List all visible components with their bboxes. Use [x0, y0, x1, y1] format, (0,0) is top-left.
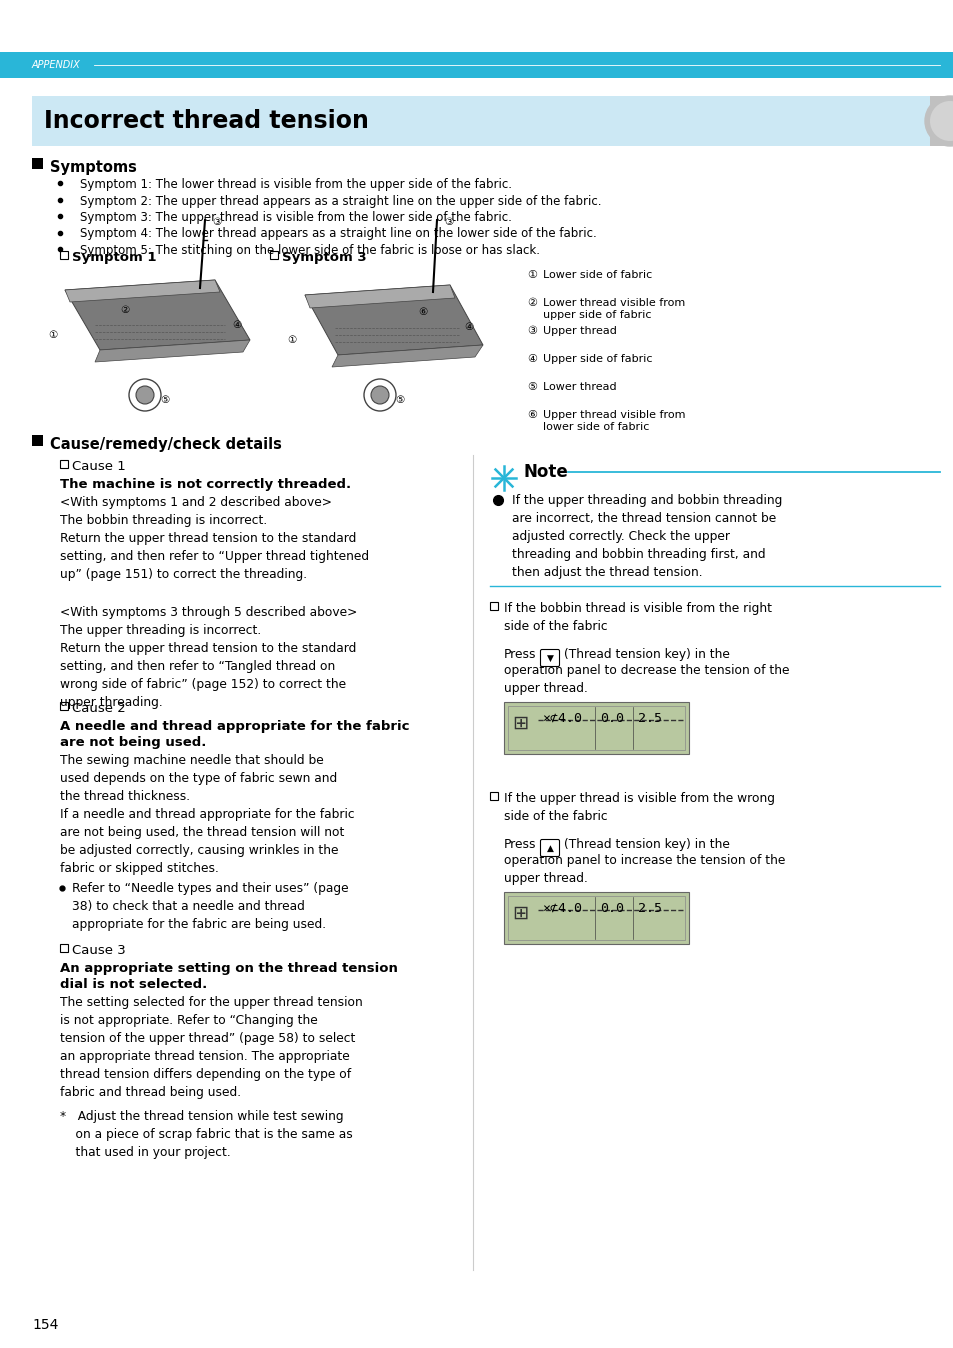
Text: ⑥: ⑥: [418, 307, 427, 317]
Circle shape: [129, 379, 161, 411]
Text: ×⊄4.0: ×⊄4.0: [541, 902, 581, 915]
Bar: [60, 702, 68, 710]
Text: ⊞: ⊞: [512, 905, 528, 923]
Text: <With symptoms 1 and 2 described above>
The bobbin threading is incorrect.
Retur: <With symptoms 1 and 2 described above> …: [60, 496, 369, 581]
Bar: [503, 702, 688, 754]
Text: Press: Press: [503, 838, 536, 851]
Text: APPENDIX: APPENDIX: [32, 61, 81, 70]
Text: Upper thread visible from
lower side of fabric: Upper thread visible from lower side of …: [542, 410, 685, 433]
Bar: [32, 158, 43, 168]
Text: 0.0: 0.0: [599, 902, 623, 915]
Bar: [32, 435, 43, 446]
Bar: [32, 96, 939, 146]
Text: ⑥: ⑥: [526, 410, 537, 421]
Text: If the upper thread is visible from the wrong
side of the fabric: If the upper thread is visible from the …: [503, 793, 774, 824]
Text: Refer to “Needle types and their uses” (page
38) to check that a needle and thre: Refer to “Needle types and their uses” (…: [71, 882, 348, 931]
Text: Lower thread visible from
upper side of fabric: Lower thread visible from upper side of …: [542, 298, 684, 321]
Polygon shape: [305, 284, 482, 355]
Circle shape: [924, 96, 953, 146]
Text: (Thread tension key) in the: (Thread tension key) in the: [563, 648, 729, 661]
Bar: [60, 251, 68, 259]
Text: Lower thread: Lower thread: [542, 381, 616, 392]
Text: ④: ④: [464, 322, 473, 332]
Bar: [929, 96, 949, 146]
Text: ▼: ▼: [546, 654, 553, 662]
Text: Symptom 1: The lower thread is visible from the upper side of the fabric.: Symptom 1: The lower thread is visible f…: [80, 178, 512, 191]
Text: ⊞: ⊞: [512, 714, 528, 733]
Text: Press: Press: [503, 648, 536, 661]
Polygon shape: [65, 280, 250, 350]
Circle shape: [929, 101, 953, 142]
Bar: [507, 706, 684, 749]
Text: ③: ③: [444, 217, 453, 226]
Bar: [60, 944, 68, 952]
Circle shape: [364, 379, 395, 411]
Text: Cause 2: Cause 2: [71, 702, 126, 714]
Text: A needle and thread appropriate for the fabric
are not being used.: A needle and thread appropriate for the …: [60, 720, 409, 749]
Polygon shape: [65, 280, 220, 302]
Circle shape: [371, 386, 389, 404]
Text: ④: ④: [526, 355, 537, 364]
FancyBboxPatch shape: [540, 650, 558, 666]
Bar: [0, 53, 953, 78]
Polygon shape: [332, 345, 482, 367]
Text: 154: 154: [32, 1318, 58, 1332]
Text: Symptom 3: The upper thread is visible from the lower side of the fabric.: Symptom 3: The upper thread is visible f…: [80, 212, 512, 224]
Text: Symptom 2: The upper thread appears as a straight line on the upper side of the : Symptom 2: The upper thread appears as a…: [80, 194, 601, 208]
Text: Upper thread: Upper thread: [542, 326, 617, 336]
Text: Cause 3: Cause 3: [71, 944, 126, 957]
Text: Symptoms: Symptoms: [50, 160, 136, 175]
Text: Cause/remedy/check details: Cause/remedy/check details: [50, 437, 281, 452]
Text: 0.0: 0.0: [599, 712, 623, 725]
Text: ①: ①: [526, 270, 537, 280]
Text: Symptom 1: Symptom 1: [71, 251, 156, 264]
Circle shape: [136, 386, 153, 404]
FancyBboxPatch shape: [540, 840, 558, 856]
Text: ⑤: ⑤: [526, 381, 537, 392]
Bar: [270, 251, 277, 259]
Text: The setting selected for the upper thread tension
is not appropriate. Refer to “: The setting selected for the upper threa…: [60, 996, 362, 1099]
Bar: [490, 603, 497, 611]
Polygon shape: [305, 284, 455, 307]
Text: 2.5: 2.5: [638, 712, 661, 725]
Text: Upper side of fabric: Upper side of fabric: [542, 355, 652, 364]
Text: Symptom 5: The stitching on the lower side of the fabric is loose or has slack.: Symptom 5: The stitching on the lower si…: [80, 244, 539, 257]
Text: ②: ②: [526, 298, 537, 307]
Text: *   Adjust the thread tension while test sewing
    on a piece of scrap fabric t: * Adjust the thread tension while test s…: [60, 1109, 353, 1159]
Text: ①: ①: [287, 336, 296, 345]
Text: 2.5: 2.5: [638, 902, 661, 915]
Bar: [490, 793, 497, 799]
Text: Symptom 4: The lower thread appears as a straight line on the lower side of the : Symptom 4: The lower thread appears as a…: [80, 228, 597, 240]
Text: The sewing machine needle that should be
used depends on the type of fabric sewn: The sewing machine needle that should be…: [60, 754, 355, 875]
Text: ③: ③: [213, 217, 221, 226]
Text: (Thread tension key) in the: (Thread tension key) in the: [563, 838, 729, 851]
Text: An appropriate setting on the thread tension
dial is not selected.: An appropriate setting on the thread ten…: [60, 962, 397, 991]
Text: ③: ③: [526, 326, 537, 336]
Text: ⑤: ⑤: [395, 395, 404, 404]
Text: operation panel to increase the tension of the
upper thread.: operation panel to increase the tension …: [503, 855, 784, 886]
Text: Lower side of fabric: Lower side of fabric: [542, 270, 652, 280]
Text: Note: Note: [523, 462, 568, 481]
Text: ④: ④: [233, 319, 241, 330]
Text: The machine is not correctly threaded.: The machine is not correctly threaded.: [60, 479, 351, 491]
Polygon shape: [95, 340, 250, 363]
Text: Incorrect thread tension: Incorrect thread tension: [44, 109, 369, 133]
Text: If the upper threading and bobbin threading
are incorrect, the thread tension ca: If the upper threading and bobbin thread…: [512, 493, 781, 580]
Text: If the bobbin thread is visible from the right
side of the fabric: If the bobbin thread is visible from the…: [503, 603, 771, 634]
Bar: [507, 896, 684, 940]
Text: operation panel to decrease the tension of the
upper thread.: operation panel to decrease the tension …: [503, 665, 789, 696]
Text: ▲: ▲: [546, 844, 553, 852]
Text: ⑤: ⑤: [160, 395, 170, 404]
Text: <With symptoms 3 through 5 described above>
The upper threading is incorrect.
Re: <With symptoms 3 through 5 described abo…: [60, 607, 357, 709]
Bar: [60, 460, 68, 468]
Text: ×⊄4.0: ×⊄4.0: [541, 712, 581, 725]
Text: Cause 1: Cause 1: [71, 460, 126, 473]
Text: ②: ②: [120, 305, 130, 315]
Bar: [503, 892, 688, 944]
Text: Symptom 3: Symptom 3: [282, 251, 366, 264]
Text: ①: ①: [49, 330, 57, 340]
